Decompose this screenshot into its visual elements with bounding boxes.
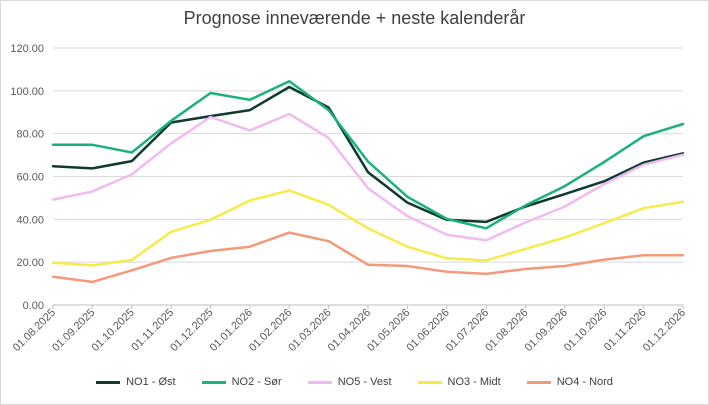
series-line	[51, 85, 685, 224]
legend-label: NO3 - Midt	[447, 376, 501, 388]
y-tick-label: 60.00	[16, 172, 44, 184]
legend-label: NO1 - Øst	[126, 376, 176, 388]
legend: NO1 - Øst NO2 - Sør NO5 - Vest NO3 - Midt NO…	[0, 376, 709, 388]
y-tick-label: 80.00	[16, 129, 44, 141]
legend-label: NO4 - Nord	[556, 376, 613, 388]
legend-swatch	[417, 380, 442, 384]
series-line	[51, 189, 685, 267]
x-tick-label: 01.10.2025	[89, 307, 136, 354]
chart-title: Prognose inneværende + neste kalenderår	[183, 8, 526, 28]
legend-item: NO2 - Sør	[201, 376, 282, 388]
legend-item: NO1 - Øst	[96, 376, 176, 388]
legend-item: NO3 - Midt	[417, 376, 501, 388]
legend-swatch	[201, 380, 226, 384]
legend-swatch	[526, 380, 551, 384]
y-tick-label: 100.00	[10, 86, 44, 98]
x-tick-label: 01.12.2026	[641, 307, 688, 354]
series-line	[51, 231, 685, 284]
series-line	[51, 79, 685, 230]
legend-swatch	[307, 380, 332, 384]
legend-swatch	[96, 380, 121, 384]
y-tick-label: 40.00	[16, 214, 44, 226]
legend-label: NO2 - Sør	[231, 376, 282, 388]
y-tick-label: 0.00	[23, 300, 44, 312]
series-line	[51, 112, 685, 242]
y-tick-label: 20.00	[16, 257, 44, 269]
legend-item: NO5 - Vest	[307, 376, 392, 388]
y-tick-label: 120.00	[10, 43, 44, 55]
legend-label: NO5 - Vest	[337, 376, 392, 388]
legend-item: NO4 - Nord	[526, 376, 613, 388]
x-tick-label: 01.10.2026	[562, 307, 609, 354]
